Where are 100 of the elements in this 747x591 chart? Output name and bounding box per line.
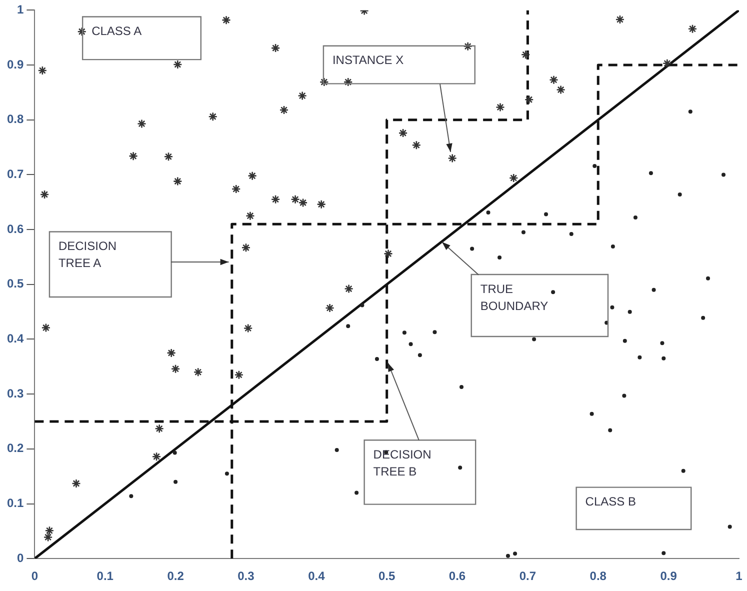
annotation: CLASS B: [585, 494, 636, 509]
point: [398, 128, 408, 138]
point: [521, 230, 526, 234]
y-tick-label: 0.5: [6, 276, 24, 291]
y-tick-label: 0: [16, 550, 24, 565]
point: [374, 356, 379, 361]
point: [231, 184, 241, 194]
annotation: TRUE BOUNDARY: [480, 282, 548, 313]
point: [334, 448, 339, 452]
point: [460, 384, 464, 389]
point: [298, 198, 308, 208]
point: [556, 85, 566, 94]
point: [706, 276, 710, 280]
point: [270, 43, 280, 53]
point: [72, 478, 81, 488]
point: [520, 50, 530, 60]
y-tick-label: 0.1: [6, 496, 24, 510]
x-tick-label: 0.2: [167, 569, 184, 584]
point: [470, 246, 474, 251]
y-tick-label: 0.7: [6, 167, 24, 182]
x-tick-label: 0.9: [660, 569, 678, 584]
point: [615, 14, 625, 24]
point: [320, 77, 329, 87]
point: [346, 324, 350, 328]
point: [43, 532, 53, 542]
point: [513, 552, 518, 556]
point: [496, 102, 505, 112]
point: [592, 164, 597, 168]
annotation: INSTANCE X: [332, 53, 404, 68]
point: [164, 152, 174, 162]
point: [569, 232, 574, 236]
point: [506, 554, 510, 558]
x-tick-label: 0.8: [590, 569, 607, 584]
point: [172, 450, 177, 455]
point: [325, 303, 334, 313]
point: [622, 394, 626, 398]
point: [354, 490, 359, 495]
point: [652, 288, 656, 292]
point: [170, 364, 180, 374]
y-tick-label: 0.3: [6, 386, 24, 400]
point: [360, 303, 364, 308]
point: [129, 494, 134, 498]
point: [298, 91, 307, 100]
point: [722, 172, 726, 177]
x-tick-label: 0.7: [519, 569, 536, 584]
y-tick-label: 0.6: [6, 222, 24, 236]
point: [316, 200, 326, 209]
point: [532, 337, 536, 342]
point: [688, 24, 698, 34]
point: [681, 468, 686, 473]
point: [610, 305, 614, 310]
point: [234, 370, 244, 380]
point: [463, 42, 472, 52]
point: [246, 211, 255, 220]
point: [241, 243, 251, 252]
point: [648, 171, 653, 176]
point: [508, 173, 518, 183]
point: [137, 119, 146, 128]
annotation: DECISION TREE B: [373, 447, 432, 478]
point: [243, 324, 253, 333]
point: [622, 338, 627, 343]
point: [610, 244, 615, 249]
x-tick-label: 1: [736, 569, 743, 584]
point: [608, 428, 612, 432]
point: [44, 526, 54, 536]
point: [270, 194, 280, 204]
point: [662, 58, 672, 68]
point: [38, 66, 48, 76]
point: [193, 367, 203, 377]
y-tick-label: 0.4: [6, 332, 24, 346]
point: [279, 105, 289, 115]
annotation: CLASS A: [92, 24, 142, 38]
point: [432, 330, 437, 334]
point: [728, 524, 732, 529]
y-tick-label: 1: [16, 2, 24, 17]
point: [549, 75, 558, 84]
x-tick-label: 0: [31, 569, 38, 584]
point: [248, 171, 257, 180]
y-tick-label: 0.8: [6, 112, 24, 126]
annotation: DECISION TREE A: [58, 239, 116, 270]
point: [343, 77, 353, 87]
point: [638, 355, 642, 360]
point: [458, 466, 462, 470]
y-tick-label: 0.9: [6, 57, 24, 72]
x-tick-label: 0.1: [96, 569, 114, 584]
point: [384, 249, 393, 258]
point: [344, 284, 354, 294]
point: [152, 452, 162, 462]
x-tick-label: 0.6: [448, 569, 466, 584]
point: [628, 310, 632, 314]
point: [486, 210, 490, 215]
point: [128, 151, 138, 161]
point: [408, 342, 413, 346]
point: [166, 348, 176, 358]
x-tick-label: 0.3: [238, 569, 255, 584]
point: [544, 212, 548, 216]
point: [418, 353, 422, 358]
point: [662, 551, 666, 556]
point: [701, 316, 706, 320]
point: [660, 341, 664, 346]
